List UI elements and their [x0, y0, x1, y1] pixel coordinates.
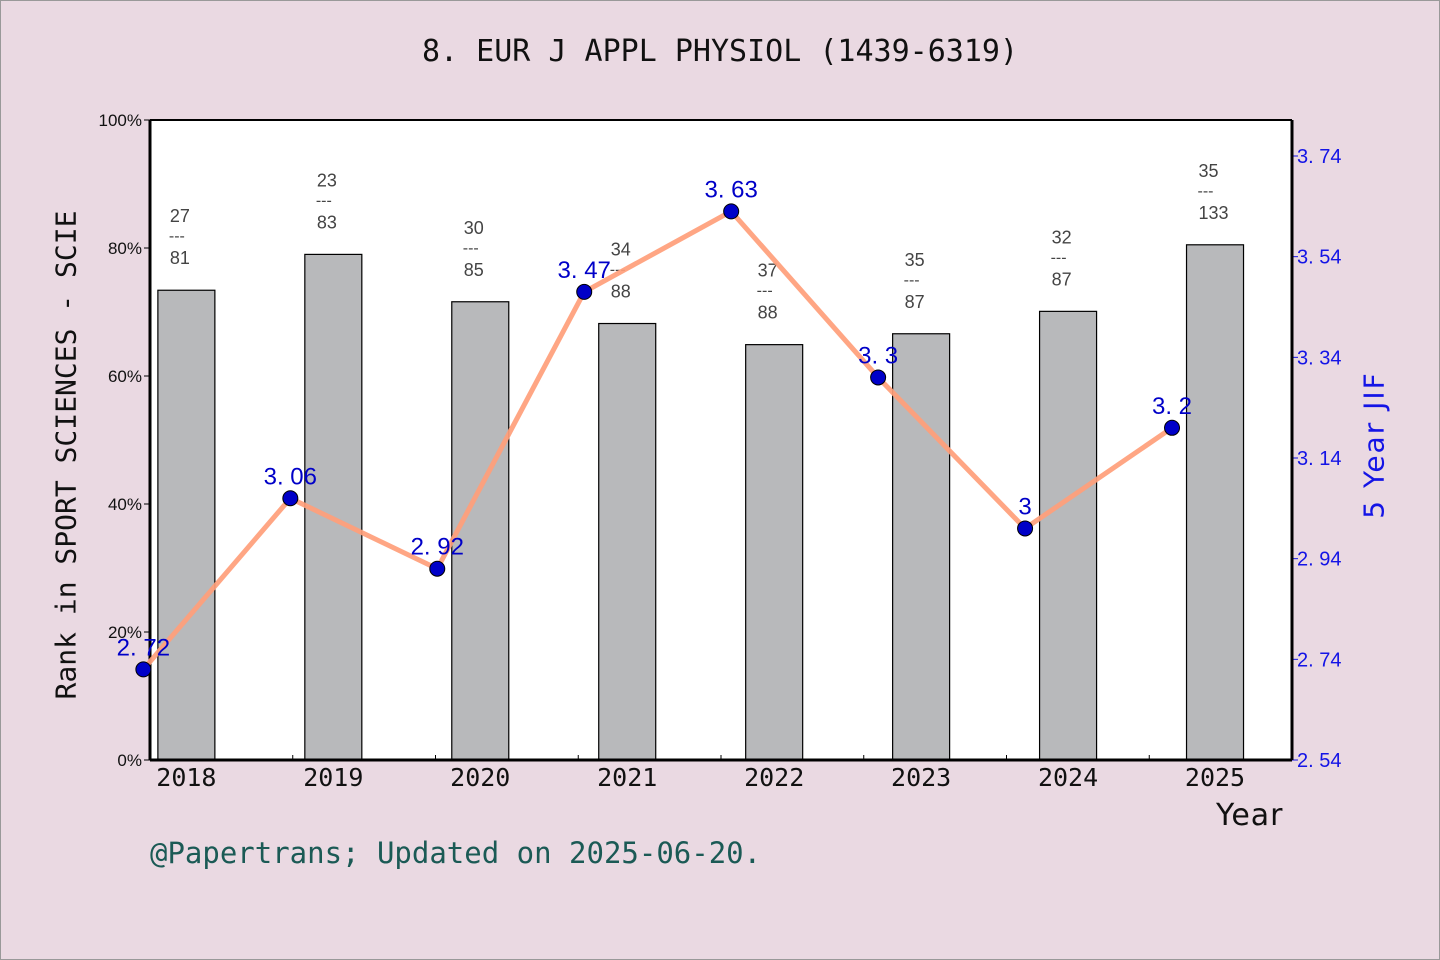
jif-marker-2018 — [135, 661, 152, 678]
x-axis-label: Year — [1216, 798, 1284, 833]
jif-line — [141, 208, 1174, 672]
jif-marker-2025 — [1164, 419, 1181, 436]
jif-marker-2019 — [282, 490, 299, 507]
rank-total: 87 — [905, 292, 925, 312]
left-axis-tick-label: 0% — [117, 751, 142, 770]
rank-divider: --- — [316, 192, 332, 209]
jif-marker-2022 — [723, 203, 740, 220]
right-axis-tick-label: 3. 14 — [1297, 448, 1341, 470]
x-tick-label-2023: 2023 — [891, 763, 951, 792]
jif-value-label: 3. 3 — [858, 342, 898, 369]
left-axis-label: Rank in SPORT SCIENCES - SCIE — [49, 210, 83, 700]
rank-value: 35 — [1199, 161, 1219, 181]
right-axis-tick-label: 2. 54 — [1297, 750, 1341, 772]
rank-value: 37 — [758, 261, 778, 281]
right-axis-tick-label: 3. 74 — [1297, 146, 1341, 168]
bar-2024 — [1038, 310, 1098, 761]
rank-value: 30 — [464, 218, 484, 238]
right-axis-tick-label: 2. 74 — [1297, 649, 1341, 671]
rank-divider: --- — [757, 283, 773, 300]
rank-total: 87 — [1052, 269, 1072, 289]
rank-divider: --- — [904, 272, 920, 289]
bar-2020 — [451, 301, 510, 761]
rank-total: 88 — [611, 282, 631, 302]
jif-value-label: 2. 92 — [411, 534, 464, 561]
footer-credit: @Papertrans; Updated on 2025-06-20. — [150, 836, 762, 870]
bar-2021 — [598, 322, 657, 761]
x-tick-label-2021: 2021 — [597, 763, 657, 792]
chart-title: 8. EUR J APPL PHYSIOL (1439-6319) — [421, 34, 1019, 69]
rank-divider: --- — [169, 228, 185, 245]
rank-total: 133 — [1199, 203, 1229, 223]
rank-divider: --- — [1051, 249, 1067, 266]
jif-marker-2023 — [870, 369, 887, 386]
rank-value: 32 — [1052, 227, 1072, 247]
left-axis-tick-label: 60% — [108, 367, 142, 386]
jif-marker-2024 — [1017, 520, 1034, 537]
rank-value: 34 — [611, 240, 631, 260]
x-tick-label-2022: 2022 — [744, 763, 804, 792]
rank-value: 23 — [317, 170, 337, 190]
rank-divider: --- — [463, 240, 479, 257]
rank-total: 83 — [317, 212, 337, 232]
bar-2018 — [157, 289, 216, 761]
x-tick-label-2019: 2019 — [303, 763, 363, 792]
bar-2022 — [745, 344, 804, 761]
left-axis-tick-label: 80% — [108, 239, 142, 258]
rank-value: 27 — [170, 206, 190, 226]
left-axis-tick-label: 20% — [108, 623, 142, 642]
right-axis-label: 5 Year JIF — [1357, 371, 1391, 519]
rank-total: 81 — [170, 248, 190, 268]
jif-marker-2020 — [429, 560, 446, 577]
rank-total: 85 — [464, 260, 484, 280]
jif-value-label: 3. 2 — [1152, 393, 1192, 420]
x-tick-label-2025: 2025 — [1185, 763, 1245, 792]
rank-total: 88 — [758, 303, 778, 323]
right-axis-tick-label: 2. 94 — [1297, 549, 1341, 571]
jif-value-label: 3. 63 — [704, 176, 757, 203]
jif-value-label: 2. 72 — [117, 634, 170, 661]
left-axis-tick-label: 100% — [99, 111, 142, 130]
jif-value-label: 3 — [1018, 493, 1031, 520]
left-axis-tick-label: 40% — [108, 495, 142, 514]
jif-value-label: 3. 47 — [558, 257, 611, 284]
right-axis-tick-label: 3. 34 — [1297, 347, 1341, 369]
x-tick-label-2024: 2024 — [1038, 763, 1098, 792]
x-tick-label-2020: 2020 — [450, 763, 510, 792]
jif-value-label: 3. 06 — [264, 463, 317, 490]
jif-marker-2021 — [576, 283, 593, 300]
bar-2025 — [1185, 244, 1245, 761]
rank-value: 35 — [905, 250, 925, 270]
x-tick-label-2018: 2018 — [156, 763, 216, 792]
right-axis-tick-label: 3. 54 — [1297, 247, 1341, 269]
rank-divider: --- — [1198, 183, 1214, 200]
